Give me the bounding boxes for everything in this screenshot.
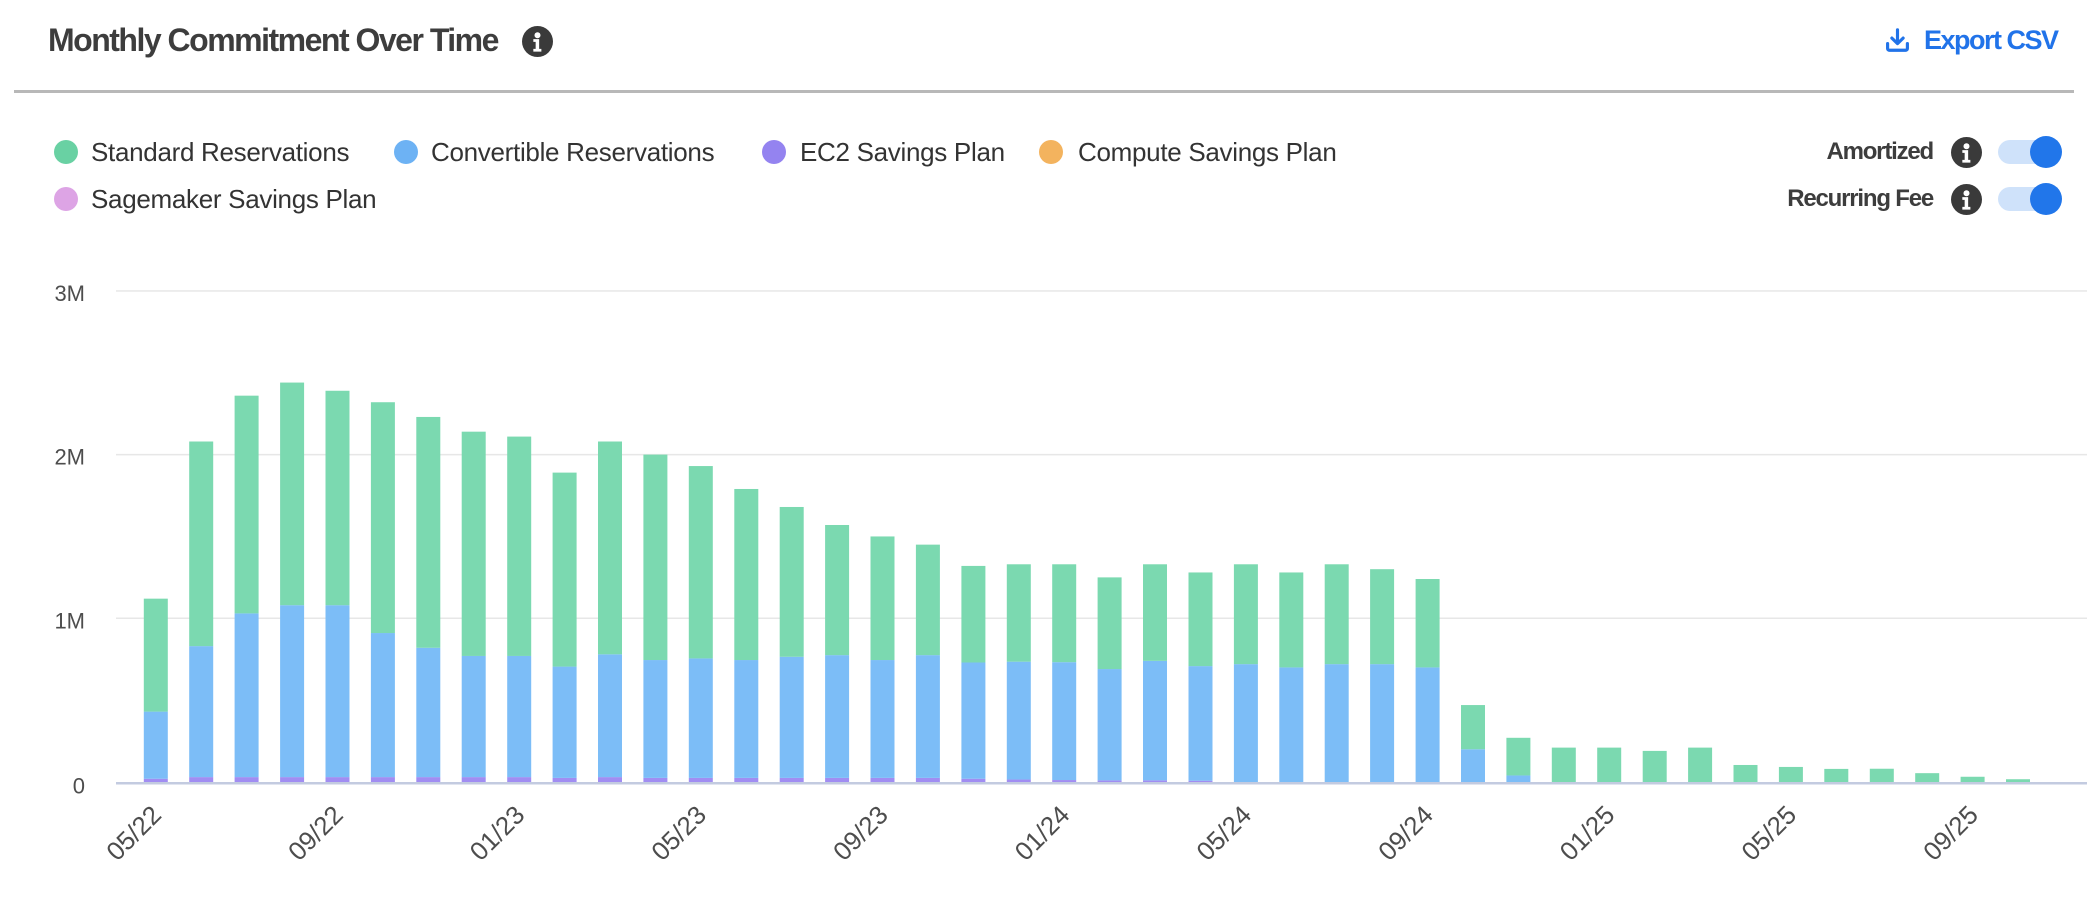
svg-text:1M: 1M [54,608,85,633]
svg-text:0: 0 [73,774,85,799]
svg-text:3M: 3M [54,281,85,306]
svg-text:09/22: 09/22 [283,801,348,866]
svg-text:01/23: 01/23 [465,801,530,866]
svg-text:09/25: 09/25 [1918,801,1983,866]
svg-text:09/24: 09/24 [1373,801,1438,866]
svg-text:05/24: 05/24 [1192,801,1257,866]
svg-text:01/24: 01/24 [1010,801,1075,866]
svg-text:05/23: 05/23 [647,801,712,866]
svg-text:05/22: 05/22 [102,801,167,866]
svg-text:01/25: 01/25 [1555,801,1620,866]
svg-text:2M: 2M [54,445,85,470]
svg-text:05/25: 05/25 [1737,801,1802,866]
svg-text:09/23: 09/23 [828,801,893,866]
